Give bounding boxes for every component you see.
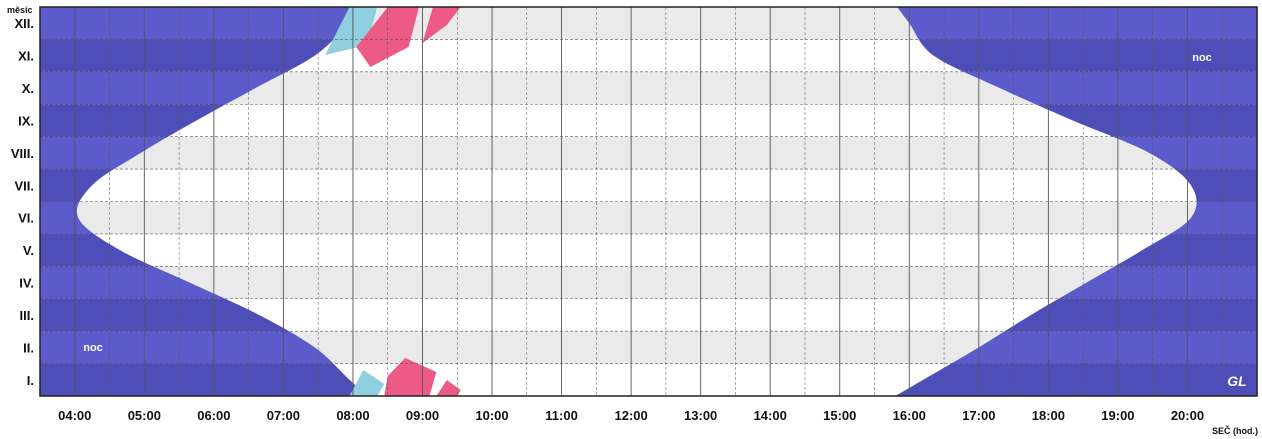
month-label: III. <box>20 308 34 323</box>
month-band <box>40 169 1257 202</box>
blue-shape-bottom <box>349 370 385 396</box>
y-axis-title: měsíc <box>7 5 33 15</box>
hour-tick-label: 18:00 <box>1032 408 1065 423</box>
month-band <box>40 266 1257 299</box>
night-row <box>40 7 367 40</box>
hour-tick-label: 05:00 <box>128 408 161 423</box>
hour-tick-label: 10:00 <box>475 408 508 423</box>
night-row <box>40 363 367 396</box>
month-label: IV. <box>19 276 34 291</box>
grid-lines <box>40 7 1257 396</box>
hour-tick-label: 17:00 <box>962 408 995 423</box>
night-row <box>895 363 1257 396</box>
x-axis-title: SEČ (hod.) <box>1212 425 1258 436</box>
hour-tick-label: 16:00 <box>893 408 926 423</box>
month-band <box>40 233 1257 267</box>
night-label-bottom: noc <box>83 342 103 354</box>
month-label: XI. <box>18 49 34 64</box>
month-label: VI. <box>18 211 34 226</box>
hour-tick-label: 19:00 <box>1101 408 1134 423</box>
hour-labels: 04:00 05:00 06:00 07:00 08:00 09:00 10:00 11:00… <box>58 408 1204 423</box>
pink-shape-top-2 <box>422 7 461 43</box>
night-row <box>895 7 1257 40</box>
hour-tick-label: 09:00 <box>406 408 439 423</box>
month-label: VIII. <box>11 146 34 161</box>
hour-tick-label: 14:00 <box>754 408 787 423</box>
hour-tick-label: 15:00 <box>823 408 856 423</box>
pink-shape-bottom-2 <box>436 380 461 396</box>
brand-logo: GL <box>1227 373 1246 389</box>
month-label: XII. <box>14 16 34 31</box>
month-band <box>40 201 1257 234</box>
hour-tick-label: 12:00 <box>614 408 647 423</box>
night-row <box>895 39 1257 72</box>
month-label: VII. <box>14 178 34 193</box>
night-label-top: noc <box>1192 52 1212 64</box>
month-label: V. <box>23 243 34 258</box>
hour-tick-label: 06:00 <box>197 408 230 423</box>
hour-tick-label: 20:00 <box>1171 408 1204 423</box>
hour-tick-label: 07:00 <box>267 408 300 423</box>
month-label: IX. <box>18 113 34 128</box>
hour-tick-label: 11:00 <box>545 408 578 423</box>
hour-tick-label: 13:00 <box>684 408 717 423</box>
month-label: X. <box>22 81 34 96</box>
month-labels: I. II. III. IV. V. VI. VII. VIII. IX. X. XI. XII. <box>11 16 34 388</box>
month-band <box>40 136 1257 170</box>
month-label: I. <box>27 373 34 388</box>
pink-shape-bottom <box>384 358 437 396</box>
plot-frame <box>39 6 1258 397</box>
month-label: II. <box>23 340 34 355</box>
hour-tick-label: 04:00 <box>58 408 91 423</box>
hour-tick-label: 08:00 <box>336 408 369 423</box>
